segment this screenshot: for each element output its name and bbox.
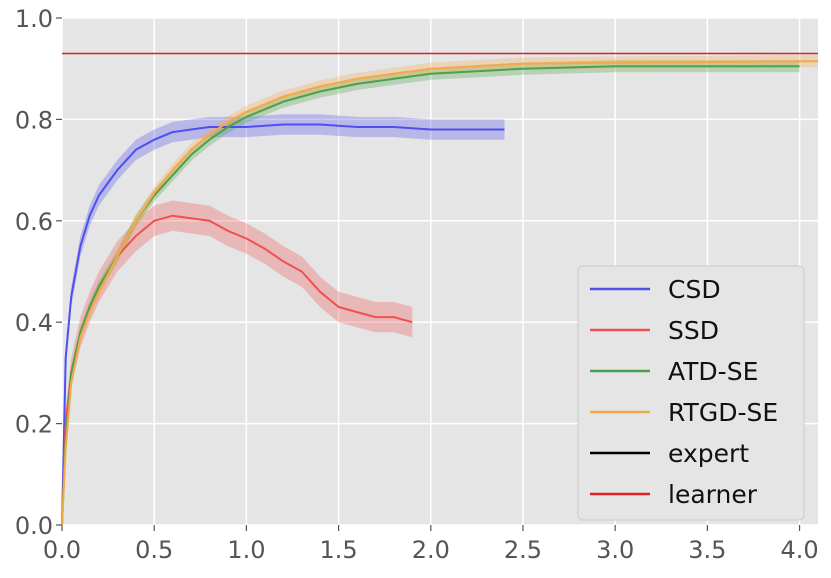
series-lines: [61, 52, 819, 526]
x-tick-label: 0.0: [43, 536, 81, 564]
legend-label-csd: CSD: [668, 275, 721, 304]
x-tick-label: 1.0: [227, 536, 265, 564]
x-tick-label: 1.5: [319, 536, 357, 564]
x-tick-label: 2.5: [504, 536, 542, 564]
x-tick-label: 3.5: [688, 536, 726, 564]
series-line-rtgd-se: [61, 60, 819, 526]
x-tick-label: 4.0: [780, 536, 818, 564]
series-line-csd: [61, 123, 505, 526]
x-tick-label: 0.5: [135, 536, 173, 564]
y-axis-ticks: 0.0 0.2 0.4 0.6 0.8 1.0: [15, 5, 62, 540]
legend-label-atd-se: ATD-SE: [668, 357, 758, 386]
y-tick-label: 0.8: [15, 106, 53, 134]
x-tick-label: 3.0: [596, 536, 634, 564]
series-line-atd-se: [61, 65, 800, 526]
error-bands: [62, 55, 818, 526]
y-tick-label: 0.4: [15, 309, 53, 337]
y-tick-label: 0.6: [15, 208, 53, 236]
x-tick-label: 2.0: [412, 536, 450, 564]
legend-label-ssd: SSD: [668, 316, 719, 345]
y-tick-label: 0.0: [15, 512, 53, 540]
x-axis-ticks: 0.0 0.5 1.0 1.5 2.0 2.5 3.0 3.5 4.0: [43, 525, 819, 564]
y-tick-label: 0.2: [15, 411, 53, 439]
legend-label-learner: learner: [668, 480, 758, 509]
y-tick-label: 1.0: [15, 5, 53, 33]
band-ssd: [62, 200, 413, 525]
legend-label-rtgd-se: RTGD-SE: [668, 398, 778, 427]
legend: CSD SSD ATD-SE RTGD-SE expert learner: [577, 265, 805, 521]
legend-label-expert: expert: [668, 439, 749, 468]
